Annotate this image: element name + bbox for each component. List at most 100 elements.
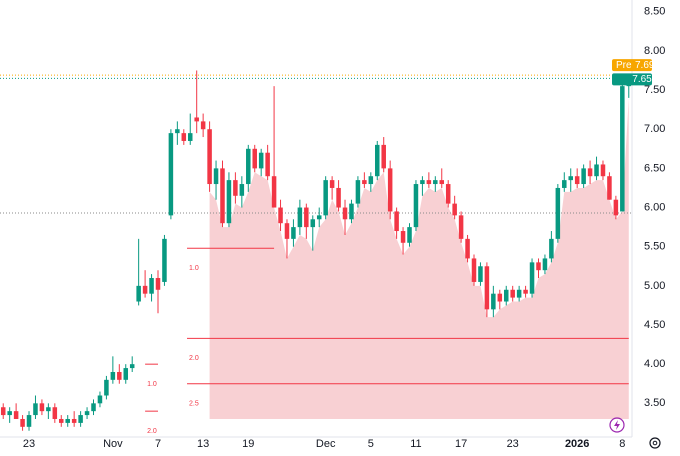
y-tick-label: 4.50 (644, 319, 665, 331)
x-tick-label: 7 (155, 438, 161, 450)
candle-body (220, 168, 225, 224)
candle-body (117, 371, 122, 380)
pre-market-badge (612, 59, 652, 72)
x-tick-label: 8 (619, 438, 625, 450)
candle-body (110, 371, 116, 380)
candle-body (13, 411, 19, 419)
candle-body (284, 223, 290, 239)
candle-body (91, 403, 96, 412)
candle-body (252, 148, 257, 169)
candle-body (613, 199, 619, 216)
y-tick-label: 4.00 (644, 358, 665, 370)
candle-body (536, 262, 541, 271)
candle-body (20, 418, 25, 427)
candle-body (458, 215, 464, 239)
replay-icon[interactable] (609, 417, 625, 433)
shaded-area (209, 97, 629, 419)
candle-body (600, 164, 606, 177)
x-tick-label: 5 (368, 438, 374, 450)
candle-body (71, 418, 77, 423)
candle-body (239, 184, 245, 196)
candle-body (181, 133, 187, 141)
candle-body (439, 180, 445, 185)
candle-body (84, 411, 90, 416)
candle-body (65, 418, 70, 423)
candle-body (478, 266, 483, 282)
candle-body (233, 180, 238, 196)
candle-body (155, 278, 161, 290)
candle-body (0, 407, 6, 416)
candle-body (574, 176, 580, 185)
candle-body (304, 207, 309, 228)
candle-body (39, 403, 45, 412)
x-tick-label: 13 (197, 438, 209, 450)
candle-body (555, 187, 561, 239)
candle-body (207, 129, 212, 185)
settings-icon[interactable] (649, 437, 661, 449)
fib-label: 2.0 (189, 355, 199, 362)
candle-body (516, 289, 522, 298)
x-tick-label: 19 (242, 438, 254, 450)
candle-body (52, 407, 58, 419)
candle-body (375, 144, 380, 177)
candle-body (246, 148, 251, 185)
candle-body (213, 168, 219, 185)
candle-body (620, 86, 625, 212)
candle-body (568, 176, 573, 181)
candle-body (310, 219, 316, 228)
y-tick-label: 7.50 (644, 84, 665, 96)
candle-body (433, 180, 438, 185)
fib-label: 2.0 (147, 428, 157, 435)
candle-body (336, 187, 341, 208)
candle-body (607, 176, 612, 200)
candle-body (78, 415, 83, 423)
candle-body (394, 211, 399, 232)
y-tick-label: 7.00 (644, 123, 665, 135)
candle-body (129, 364, 135, 369)
x-tick-label: 23 (23, 438, 35, 450)
candle-body (46, 407, 51, 412)
candle-body (7, 411, 12, 416)
pre-market-tag: Pre (616, 60, 632, 71)
candle-body (368, 176, 374, 185)
candle-body (407, 227, 412, 243)
candle-body (33, 403, 38, 416)
candle-body (581, 168, 586, 185)
candle-body (349, 203, 354, 220)
candle-body (523, 289, 528, 294)
candle-body (187, 133, 193, 141)
y-tick-label: 8.00 (644, 45, 665, 57)
candle-body (316, 215, 322, 220)
candle-body (362, 180, 367, 185)
candle-body (445, 184, 451, 204)
y-tick-label: 5.50 (644, 241, 665, 253)
candle-body (542, 258, 548, 271)
candle-body (142, 285, 148, 294)
candle-body (562, 180, 567, 188)
y-tick-label: 6.00 (644, 201, 665, 213)
fib-label: 2.5 (189, 401, 199, 408)
candle-body (265, 152, 270, 177)
candle-body (149, 278, 154, 294)
x-tick-label: 2026 (565, 438, 589, 450)
candle-body (471, 258, 477, 282)
candle-body (420, 180, 425, 185)
candle-body (510, 289, 515, 298)
fib-label: 1.0 (189, 265, 199, 272)
candle-body (175, 129, 180, 134)
candle-body (387, 168, 393, 212)
candle-body (342, 207, 348, 220)
candle-body (136, 285, 141, 302)
candle-body (97, 395, 103, 404)
y-tick-label: 5.00 (644, 280, 665, 292)
candle-body (587, 168, 593, 177)
last-price-badge (612, 73, 652, 86)
candle-body (168, 133, 174, 216)
pre-market-label: 7.69 (635, 60, 655, 71)
candle-body (59, 418, 64, 423)
y-tick-label: 8.50 (644, 6, 665, 18)
candle-body (400, 231, 406, 243)
candle-body (200, 121, 206, 130)
candle-body (594, 164, 599, 177)
candle-body (26, 415, 32, 427)
